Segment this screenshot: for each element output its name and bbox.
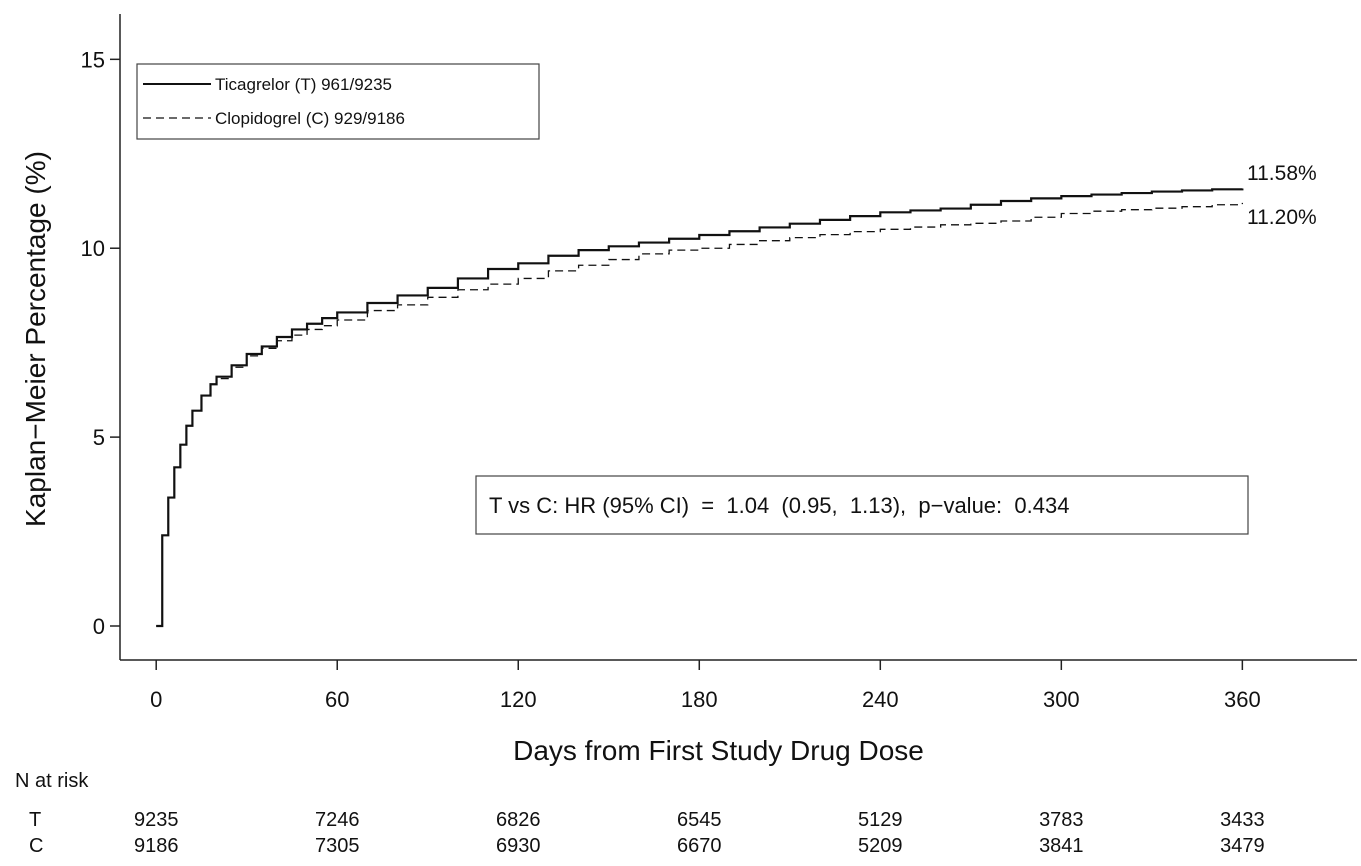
risk-value: 6930 — [496, 835, 541, 857]
end-label-clopidogrel: 11.20% — [1247, 206, 1317, 229]
axes — [119, 14, 1357, 661]
risk-value: 5129 — [858, 809, 903, 831]
y-tick-label: 15 — [81, 47, 105, 72]
risk-value: 3841 — [1039, 835, 1084, 857]
risk-table: N at risk T C 9235 7246 6826 6545 5129 3783 34… — [15, 770, 1265, 857]
legend-entry-clopidogrel: Clopidogrel (C) 929/9186 — [215, 109, 405, 128]
x-tick-label: 180 — [681, 687, 718, 712]
hazard-ratio-box: T vs C: HR (95% CI) = 1.04 (0.95, 1.13),… — [475, 475, 1249, 535]
y-tick-label: 0 — [93, 614, 105, 639]
risk-value: 6545 — [677, 809, 722, 831]
legend-box — [136, 63, 540, 140]
x-tick-label: 300 — [1043, 687, 1080, 712]
x-tick-label: 240 — [862, 687, 899, 712]
series-line-ticagrelor — [156, 188, 1244, 628]
risk-value: 6826 — [496, 809, 541, 831]
hazard-ratio-frame — [475, 475, 1249, 535]
x-tick-label: 0 — [150, 687, 162, 712]
hazard-ratio-text: T vs C: HR (95% CI) = 1.04 (0.95, 1.13),… — [489, 493, 1069, 518]
risk-value: 3433 — [1220, 809, 1265, 831]
x-tick-label: 360 — [1224, 687, 1261, 712]
series-layer — [156, 188, 1244, 628]
x-tick-label: 60 — [325, 687, 349, 712]
x-axis-title: Days from First Study Drug Dose — [513, 735, 924, 766]
risk-row-label-c: C — [29, 835, 43, 857]
risk-value: 9235 — [134, 809, 179, 831]
y-tick-label: 10 — [81, 236, 105, 261]
legend: Ticagrelor (T) 961/9235 Clopidogrel (C) … — [136, 63, 540, 140]
series-line-clopidogrel — [156, 202, 1243, 627]
risk-value: 6670 — [677, 835, 722, 857]
risk-value: 5209 — [858, 835, 903, 857]
risk-table-title: N at risk — [15, 770, 89, 792]
y-tick-label: 5 — [93, 425, 105, 450]
risk-value: 7305 — [315, 835, 360, 857]
risk-values: 9235 7246 6826 6545 5129 3783 3433 9186 7305 6930… — [134, 809, 1265, 857]
ticks: 0 60 120 180 240 300 360 0 5 10 15 — [81, 47, 1261, 712]
risk-value: 3783 — [1039, 809, 1084, 831]
risk-value: 9186 — [134, 835, 179, 857]
risk-row-label-t: T — [29, 809, 41, 831]
end-label-ticagrelor: 11.58% — [1247, 162, 1317, 185]
risk-value: 7246 — [315, 809, 360, 831]
x-tick-label: 120 — [500, 687, 537, 712]
legend-entry-ticagrelor: Ticagrelor (T) 961/9235 — [215, 75, 392, 94]
risk-value: 3479 — [1220, 835, 1265, 857]
y-axis-title: Kaplan−Meier Percentage (%) — [20, 151, 51, 527]
